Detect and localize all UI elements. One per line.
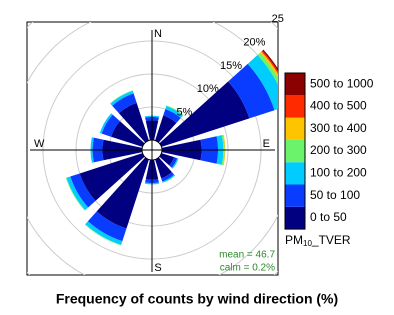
legend-frame	[284, 72, 306, 230]
legend-swatch	[285, 162, 305, 185]
r-tick-label: 15%	[220, 60, 242, 72]
wind-sector	[228, 63, 275, 119]
legend-title-rest: _TVER	[311, 233, 351, 247]
wind-sector	[70, 173, 96, 208]
wind-sector	[66, 176, 89, 211]
wind-sector	[159, 153, 175, 166]
direction-label: S	[154, 262, 161, 274]
wind-sector	[171, 158, 179, 169]
r-tick-label: 10%	[197, 83, 219, 95]
wind-sector	[85, 221, 123, 245]
chart-title: Frequency of counts by wind direction (%…	[56, 291, 338, 307]
r-tick-label: 5%	[176, 107, 192, 119]
wind-sector	[109, 90, 133, 104]
r-tick-label: 25	[272, 13, 284, 25]
legend-swatch	[285, 206, 305, 230]
legend-label: 400 to 500	[310, 99, 367, 113]
legend-title-sub: 10	[303, 239, 312, 248]
legend-label: 50 to 100	[310, 188, 360, 202]
wind-sector	[101, 114, 121, 137]
wind-sector	[79, 153, 145, 201]
legend-title: PM10_TVER	[285, 233, 351, 248]
wind-sector	[247, 54, 278, 111]
annotation-mean: mean = 46.7	[219, 250, 275, 261]
wind-sector	[163, 109, 181, 123]
plot-area	[27, 22, 278, 275]
wind-sector	[110, 90, 134, 106]
wind-sector	[118, 102, 149, 143]
wind-sector	[257, 52, 278, 85]
wind-sector	[261, 50, 278, 74]
legend-swatch	[285, 117, 305, 140]
legend-label: 500 to 1000	[310, 76, 374, 90]
wind-sector	[161, 172, 175, 182]
wind-sector	[169, 157, 178, 168]
wind-sector	[262, 49, 278, 72]
wind-sector	[162, 174, 176, 183]
wind-sector	[96, 157, 149, 229]
legend-title-main: PM	[285, 233, 303, 247]
legend-label: 100 to 200	[310, 166, 367, 180]
wind-sector	[159, 81, 250, 147]
wind-sector	[99, 113, 113, 134]
wind-sector	[112, 93, 137, 114]
legend-swatch	[285, 139, 305, 163]
legend-label: 300 to 400	[310, 121, 367, 135]
direction-label: W	[34, 138, 45, 150]
wind-sector	[165, 105, 183, 119]
annotation-calm: calm = 0.2%	[220, 263, 275, 274]
r-tick-label: 20%	[243, 36, 265, 48]
wind-sector	[87, 211, 127, 242]
legend-swatch	[285, 95, 305, 118]
direction-label: N	[154, 28, 162, 40]
wind-sector	[166, 105, 184, 116]
legend-swatch	[285, 73, 305, 96]
wind-sector	[155, 157, 172, 179]
wind-sector	[111, 121, 145, 147]
legend: 0 to 50 50 to 100 100 to 200 200 to 300 300 …	[284, 72, 374, 230]
legend-label: 200 to 300	[310, 143, 367, 157]
legend-swatch	[285, 184, 305, 207]
legend-label: 0 to 50	[310, 210, 347, 224]
direction-label: E	[263, 138, 270, 150]
wind-sector	[259, 51, 278, 78]
wind-sector	[223, 134, 226, 166]
wind-sector	[221, 134, 225, 166]
wind-sector	[155, 115, 177, 143]
